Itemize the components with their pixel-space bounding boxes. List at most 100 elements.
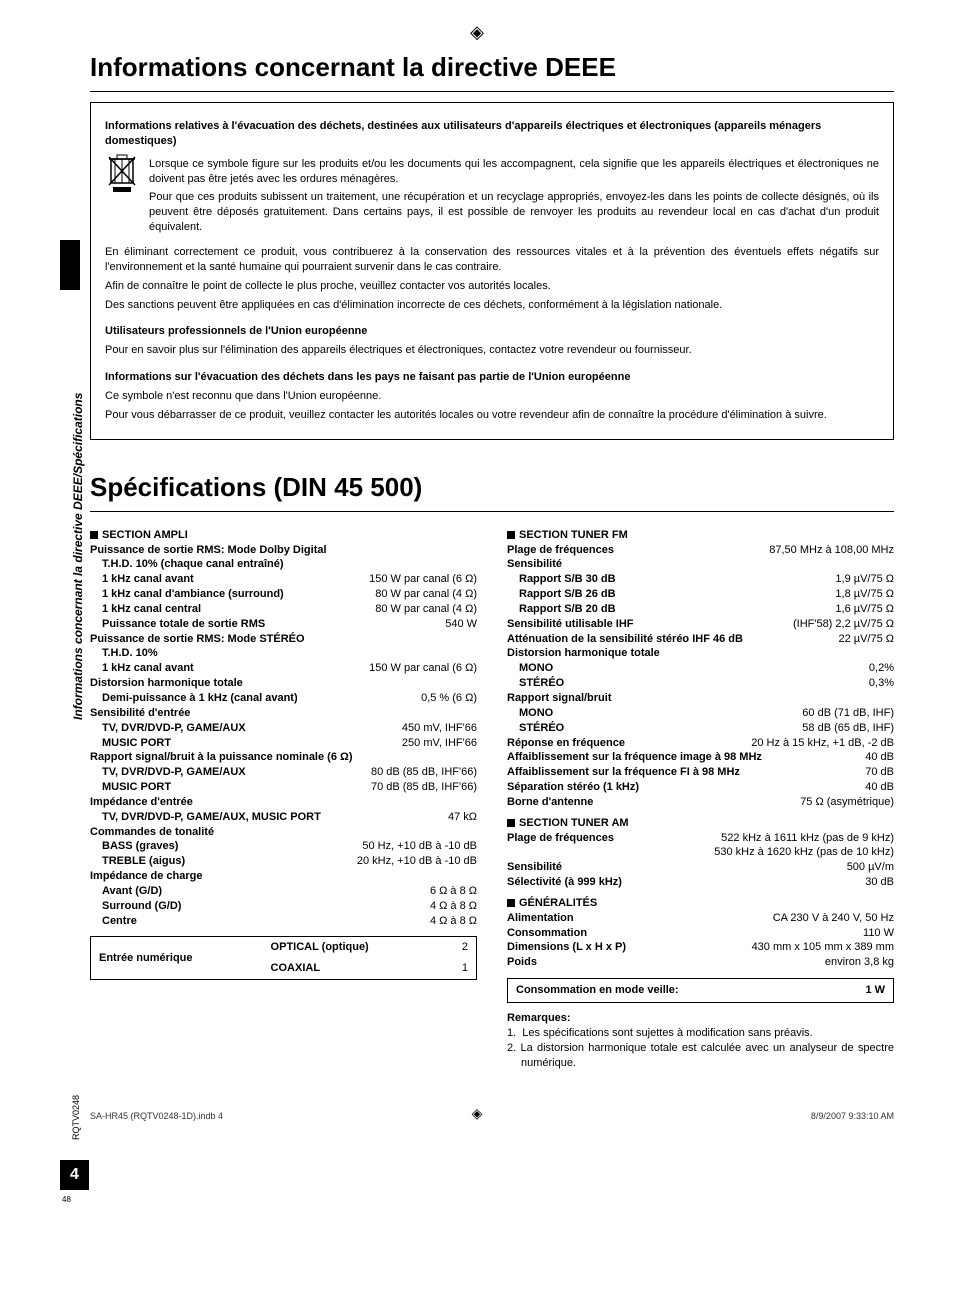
r-r25l: Poids [507,955,825,970]
tbl-c2b-v: 1 [441,958,476,979]
r-r16r: 70 dB [865,765,894,780]
p8: Pour vous débarrasser de ce produit, veu… [105,408,879,423]
registration-mark-top: ◈ [470,20,484,44]
intro-bold: Informations relatives à l'évacuation de… [105,119,879,149]
r-r6l: Sensibilité utilisable IHF [507,617,793,632]
l-r3l: 1 kHz canal avant [102,572,369,587]
p2: Pour que ces produits subissent un trait… [149,190,879,235]
l-r9r: 150 W par canal (6 Ω) [369,661,477,676]
r-r2: Sensibilité [507,557,894,572]
remark-1: 1. Les spécifications sont sujettes à mo… [507,1026,894,1041]
r-r20r: 500 µV/m [847,860,894,875]
r-r19l: Plage de fréquences [507,831,721,846]
l-r10: Distorsion harmonique totale [90,676,477,691]
r-r12r: 60 dB (71 dB, IHF) [802,706,894,721]
r-r12l: MONO [519,706,802,721]
r-r15r: 40 dB [865,750,894,765]
r-r18r: 75 Ω (asymétrique) [800,795,894,810]
general-head: GÉNÉRALITÉS [519,897,597,909]
r-r6r: (IHF'58) 2,2 µV/75 Ω [793,617,894,632]
standby-box: Consommation en mode veille: 1 W [507,978,894,1003]
l-r6l: Puissance totale de sortie RMS [102,617,445,632]
r-r10l: STÉRÉO [519,676,869,691]
r-r21l: Sélectivité (à 999 kHz) [507,875,865,890]
r-r14l: Réponse en fréquence [507,736,751,751]
r-r13l: STÉRÉO [519,721,802,736]
page-number: 4 [60,1160,89,1190]
r-r7r: 22 µV/75 Ω [838,632,894,647]
sub-page-number: 48 [62,1195,71,1206]
remark-2: 2. La distorsion harmonique totale est c… [507,1041,894,1071]
l-r25l: Surround (G/D) [102,899,430,914]
r-r9r: 0,2% [869,661,894,676]
l-r16r: 80 dB (85 dB, IHF'66) [371,765,477,780]
p1: Lorsque ce symbole figure sur les produi… [149,157,879,187]
l-r2: T.H.D. 10% (chaque canal entraîné) [90,557,477,572]
l-r5l: 1 kHz canal central [102,602,375,617]
p3: En éliminant correctement ce produit, vo… [105,245,879,275]
l-r12: Sensibilité d'entrée [90,706,477,721]
ampli-head: SECTION AMPLI [102,529,188,541]
section2-title: Spécifications (DIN 45 500) [90,470,894,505]
r-r3r: 1,9 µV/75 Ω [835,572,894,587]
tbl-c2b: COAXIAL [263,958,442,979]
r-r23r: 110 W [863,926,894,941]
l-r24l: Avant (G/D) [102,884,430,899]
l-r19r: 47 kΩ [448,810,477,825]
l-r8: T.H.D. 10% [90,646,477,661]
r-r14r: 20 Hz à 15 kHz, +1 dB, -2 dB [751,736,894,751]
l-r21r: 50 Hz, +10 dB à -10 dB [362,839,477,854]
r-r17l: Séparation stéréo (1 kHz) [507,780,865,795]
h3: Informations sur l'évacuation des déchet… [105,370,879,385]
l-r17l: MUSIC PORT [102,780,371,795]
l-r4r: 80 W par canal (4 Ω) [375,587,477,602]
section1-title: Informations concernant la directive DEE… [90,50,894,85]
l-r26r: 4 Ω à 8 Ω [430,914,477,929]
r-r23l: Consommation [507,926,863,941]
side-tab [60,240,80,290]
spec-left-column: SECTION AMPLI Puissance de sortie RMS: M… [90,522,477,1071]
digital-input-table: Entrée numérique OPTICAL (optique) 2 COA… [90,936,477,980]
l-r19l: TV, DVR/DVD-P, GAME/AUX, MUSIC PORT [102,810,448,825]
fm-head: SECTION TUNER FM [519,529,628,541]
registration-mark-bottom: ◈ [472,1104,483,1123]
l-r9l: 1 kHz canal avant [102,661,369,676]
l-r6r: 540 W [445,617,477,632]
spec-right-column: SECTION TUNER FM Plage de fréquences 87,5… [507,522,894,1071]
standby-l: Consommation en mode veille: [516,983,679,998]
footer-right: 8/9/2007 9:33:10 AM [811,1110,894,1122]
r-r24r: 430 mm x 105 mm x 389 mm [752,940,894,955]
weee-bin-icon [105,153,139,195]
l-r11r: 0,5 % (6 Ω) [421,691,477,706]
r-r15l: Affaiblissement sur la fréquence image à… [507,750,865,765]
r-r18l: Borne d'antenne [507,795,800,810]
l-r7: Puissance de sortie RMS: Mode STÉRÉO [90,632,477,647]
r-r21r: 30 dB [865,875,894,890]
r-r9l: MONO [519,661,869,676]
doc-code: RQTV0248 [70,1095,82,1140]
l-r1: Puissance de sortie RMS: Mode Dolby Digi… [90,543,477,558]
p7: Ce symbole n'est reconnu que dans l'Unio… [105,389,879,404]
tbl-c2a-v: 2 [441,937,476,958]
am-head: SECTION TUNER AM [519,817,629,829]
l-r11l: Demi-puissance à 1 kHz (canal avant) [102,691,421,706]
r-r4l: Rapport S/B 26 dB [519,587,835,602]
footer-left: SA-HR45 (RQTV0248-1D).indb 4 [90,1110,223,1122]
h2: Utilisateurs professionnels de l'Union e… [105,324,879,339]
l-r5r: 80 W par canal (4 Ω) [375,602,477,617]
r-r24l: Dimensions (L x H x P) [507,940,752,955]
side-label: Informations concernant la directive DEE… [70,393,86,720]
l-r14r: 250 mV, IHF'66 [402,736,477,751]
l-r24r: 6 Ω à 8 Ω [430,884,477,899]
standby-r: 1 W [865,983,885,998]
p4: Afin de connaître le point de collecte l… [105,279,879,294]
l-r17r: 70 dB (85 dB, IHF'66) [371,780,477,795]
l-r18: Impédance d'entrée [90,795,477,810]
r-r20l: Sensibilité [507,860,847,875]
r-r1r: 87,50 MHz à 108,00 MHz [769,543,894,558]
r-r8: Distorsion harmonique totale [507,646,894,661]
l-r14l: MUSIC PORT [102,736,402,751]
l-r16l: TV, DVR/DVD-P, GAME/AUX [102,765,371,780]
l-r13r: 450 mV, IHF'66 [402,721,477,736]
r-r5r: 1,6 µV/75 Ω [835,602,894,617]
